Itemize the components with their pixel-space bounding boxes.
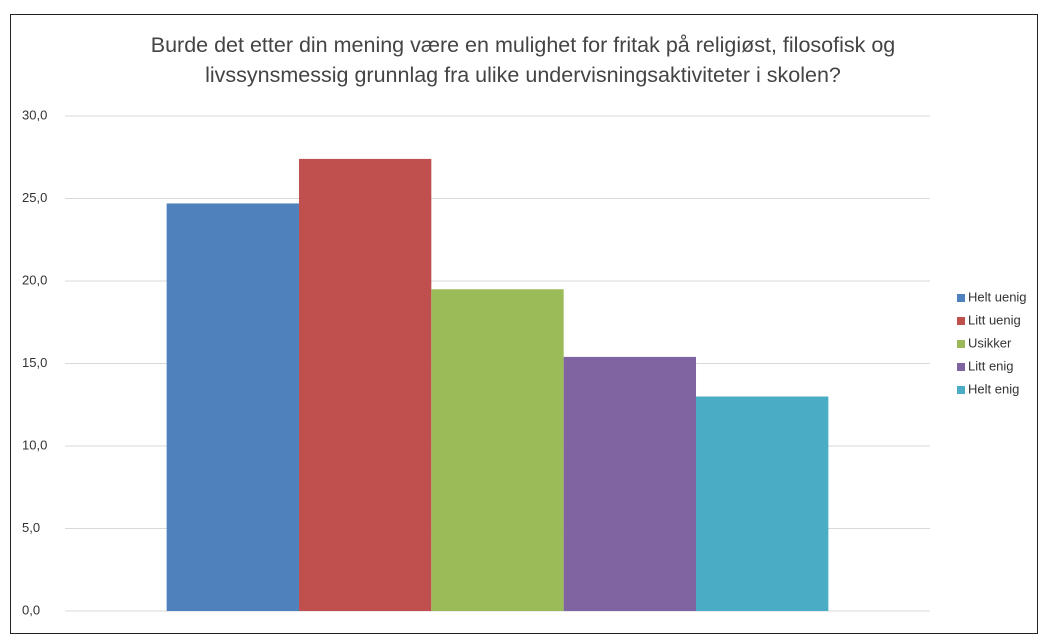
- bar: [166, 203, 299, 611]
- y-tick-label: 5,0: [22, 520, 40, 535]
- legend-label: Litt uenig: [968, 312, 1021, 327]
- y-tick-label: 0,0: [22, 602, 40, 617]
- legend-label: Litt enig: [968, 358, 1014, 373]
- legend-label: Helt enig: [968, 381, 1019, 396]
- legend-swatch: [957, 386, 965, 394]
- legend-swatch: [957, 294, 965, 302]
- bar: [563, 356, 697, 611]
- y-tick-label: 20,0: [22, 272, 47, 287]
- legend-swatch: [957, 317, 965, 325]
- legend-label: Helt uenig: [968, 289, 1027, 304]
- legend-label: Usikker: [968, 335, 1012, 350]
- bar: [298, 158, 432, 611]
- chart-title: Burde det etter din mening være en mulig…: [150, 33, 896, 87]
- bar: [696, 396, 829, 611]
- y-tick-label: 15,0: [22, 355, 47, 370]
- bar: [431, 289, 564, 611]
- legend-swatch: [957, 340, 965, 348]
- y-tick-label: 25,0: [22, 190, 47, 205]
- y-tick-label: 30,0: [22, 107, 47, 122]
- y-tick-label: 10,0: [22, 437, 47, 452]
- legend-swatch: [957, 363, 965, 371]
